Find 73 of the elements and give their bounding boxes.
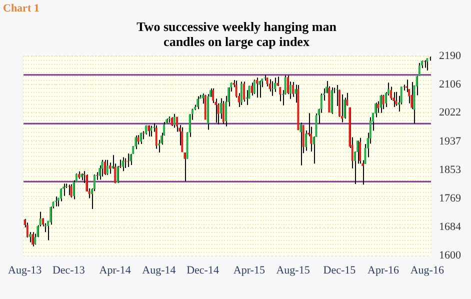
candlestick [344,97,346,120]
candlestick [377,100,380,114]
x-tick-label: Apr-15 [233,264,266,276]
y-tick-label: 2022 [439,106,461,119]
candlestick [246,90,248,106]
candlestick [258,80,261,98]
candlestick [426,58,428,71]
y-tick-label: 1769 [439,192,462,204]
y-tick-label: 1853 [439,164,462,176]
candlestick [196,96,199,110]
candlestick [253,79,256,94]
candlestick [304,130,307,152]
x-tick-label: Aug-13 [8,264,42,276]
candlestick [374,102,377,118]
candlestick [60,188,62,202]
candlestick [176,116,178,132]
candlestick [62,183,65,196]
x-tick-label: Apr-14 [99,264,132,276]
candlestick [155,124,158,150]
candlestick [101,159,104,178]
candlestick [32,232,34,247]
x-tick-label: Dec-14 [186,264,220,276]
x-tick-label: Aug-14 [142,264,176,276]
candlestick [362,160,364,186]
y-tick-label: 1600 [439,250,462,262]
candlestick [106,159,108,176]
candlestick [330,86,333,114]
candlestick [382,94,384,110]
chart-title: Two successive weekly hanging man candles on large cap index [136,18,338,49]
candlestick [150,125,152,138]
x-tick-label: Dec-13 [52,264,86,276]
candlestick [29,232,31,243]
candlestick [380,94,382,114]
candlestick [243,81,245,102]
candlestick [134,135,137,150]
candlestick [222,100,224,124]
candlestick [276,76,279,87]
x-tick-label: Dec-15 [323,264,356,276]
caption: Chart 1 [3,2,40,14]
candlestick [96,172,98,180]
candlestick [410,81,413,110]
candlestick [286,75,289,95]
candlestick [184,152,186,182]
y-tick-label: 2190 [439,50,462,62]
candlestick [181,126,184,153]
y-tick-label: 2106 [439,78,462,90]
candlestick [390,86,392,100]
candlestick [418,62,420,76]
y-tick-label: 1937 [439,136,462,148]
candlestick [158,139,160,153]
x-tick-label: Aug-16 [410,264,444,276]
candlestick [137,134,140,145]
candlestick [240,81,242,106]
candlestick [294,84,297,104]
candlestick [274,77,276,92]
candlestick [130,153,132,166]
candlestick [68,184,70,196]
candlestick [359,137,362,164]
y-tick-label: 1684 [439,221,462,234]
x-tick-label: Aug-15 [276,264,310,276]
x-tick-label: Apr-16 [368,264,400,276]
candlestick [341,94,343,123]
candlestick [292,81,294,98]
candlestick [256,77,258,98]
candlestick [279,86,282,102]
candlestick [122,156,124,172]
candlestick [108,162,111,174]
candlestick [268,78,271,92]
candlestick [26,222,28,238]
candlestick [336,84,338,107]
candlestick [140,132,142,144]
candlestick [395,91,398,106]
candlestick [148,124,150,138]
